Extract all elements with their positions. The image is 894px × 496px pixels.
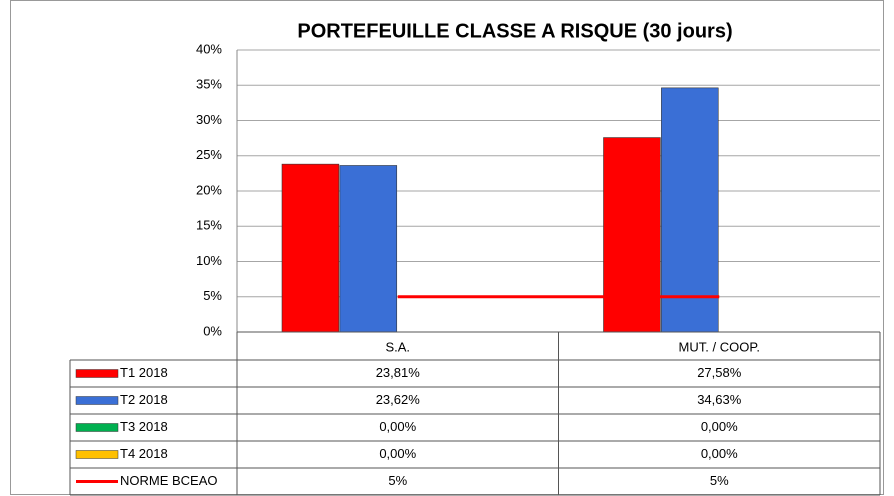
table-value: 5% [710,473,729,488]
table-value: 27,58% [697,365,742,380]
y-tick-label: 40% [196,41,222,56]
chart-title: PORTEFEUILLE CLASSE A RISQUE (30 jours) [297,20,732,42]
table-value: 0,00% [701,419,738,434]
legend-key [75,450,119,459]
y-tick-label: 15% [196,218,222,233]
x-tick-label: MUT. / COOP. [679,339,760,354]
legend-label: T3 2018 [120,419,168,434]
legend-key [75,423,119,432]
y-tick-label: 10% [196,253,222,268]
table-value: 0,00% [379,419,416,434]
legend-label: NORME BCEAO [120,473,218,488]
bar [339,165,398,333]
y-tick-label: 35% [196,77,222,92]
bar [603,137,661,333]
legend-label: T4 2018 [120,446,168,461]
table-value: 34,63% [697,392,742,407]
chart-border [10,0,884,495]
bar [281,163,340,333]
legend-key [75,396,119,405]
table-value: 0,00% [379,446,416,461]
table-value: 5% [388,473,407,488]
x-tick-label: S.A. [385,339,410,354]
bar [661,87,719,333]
y-tick-label: 0% [203,323,222,338]
table-value: 23,62% [376,392,421,407]
legend-key [75,369,119,378]
y-tick-label: 20% [196,182,222,197]
table-value: 0,00% [701,446,738,461]
y-tick-label: 30% [196,112,222,127]
table-value: 23,81% [376,365,421,380]
y-tick-label: 25% [196,147,222,162]
y-tick-label: 5% [203,288,222,303]
legend-label: T1 2018 [120,365,168,380]
legend-label: T2 2018 [120,392,168,407]
